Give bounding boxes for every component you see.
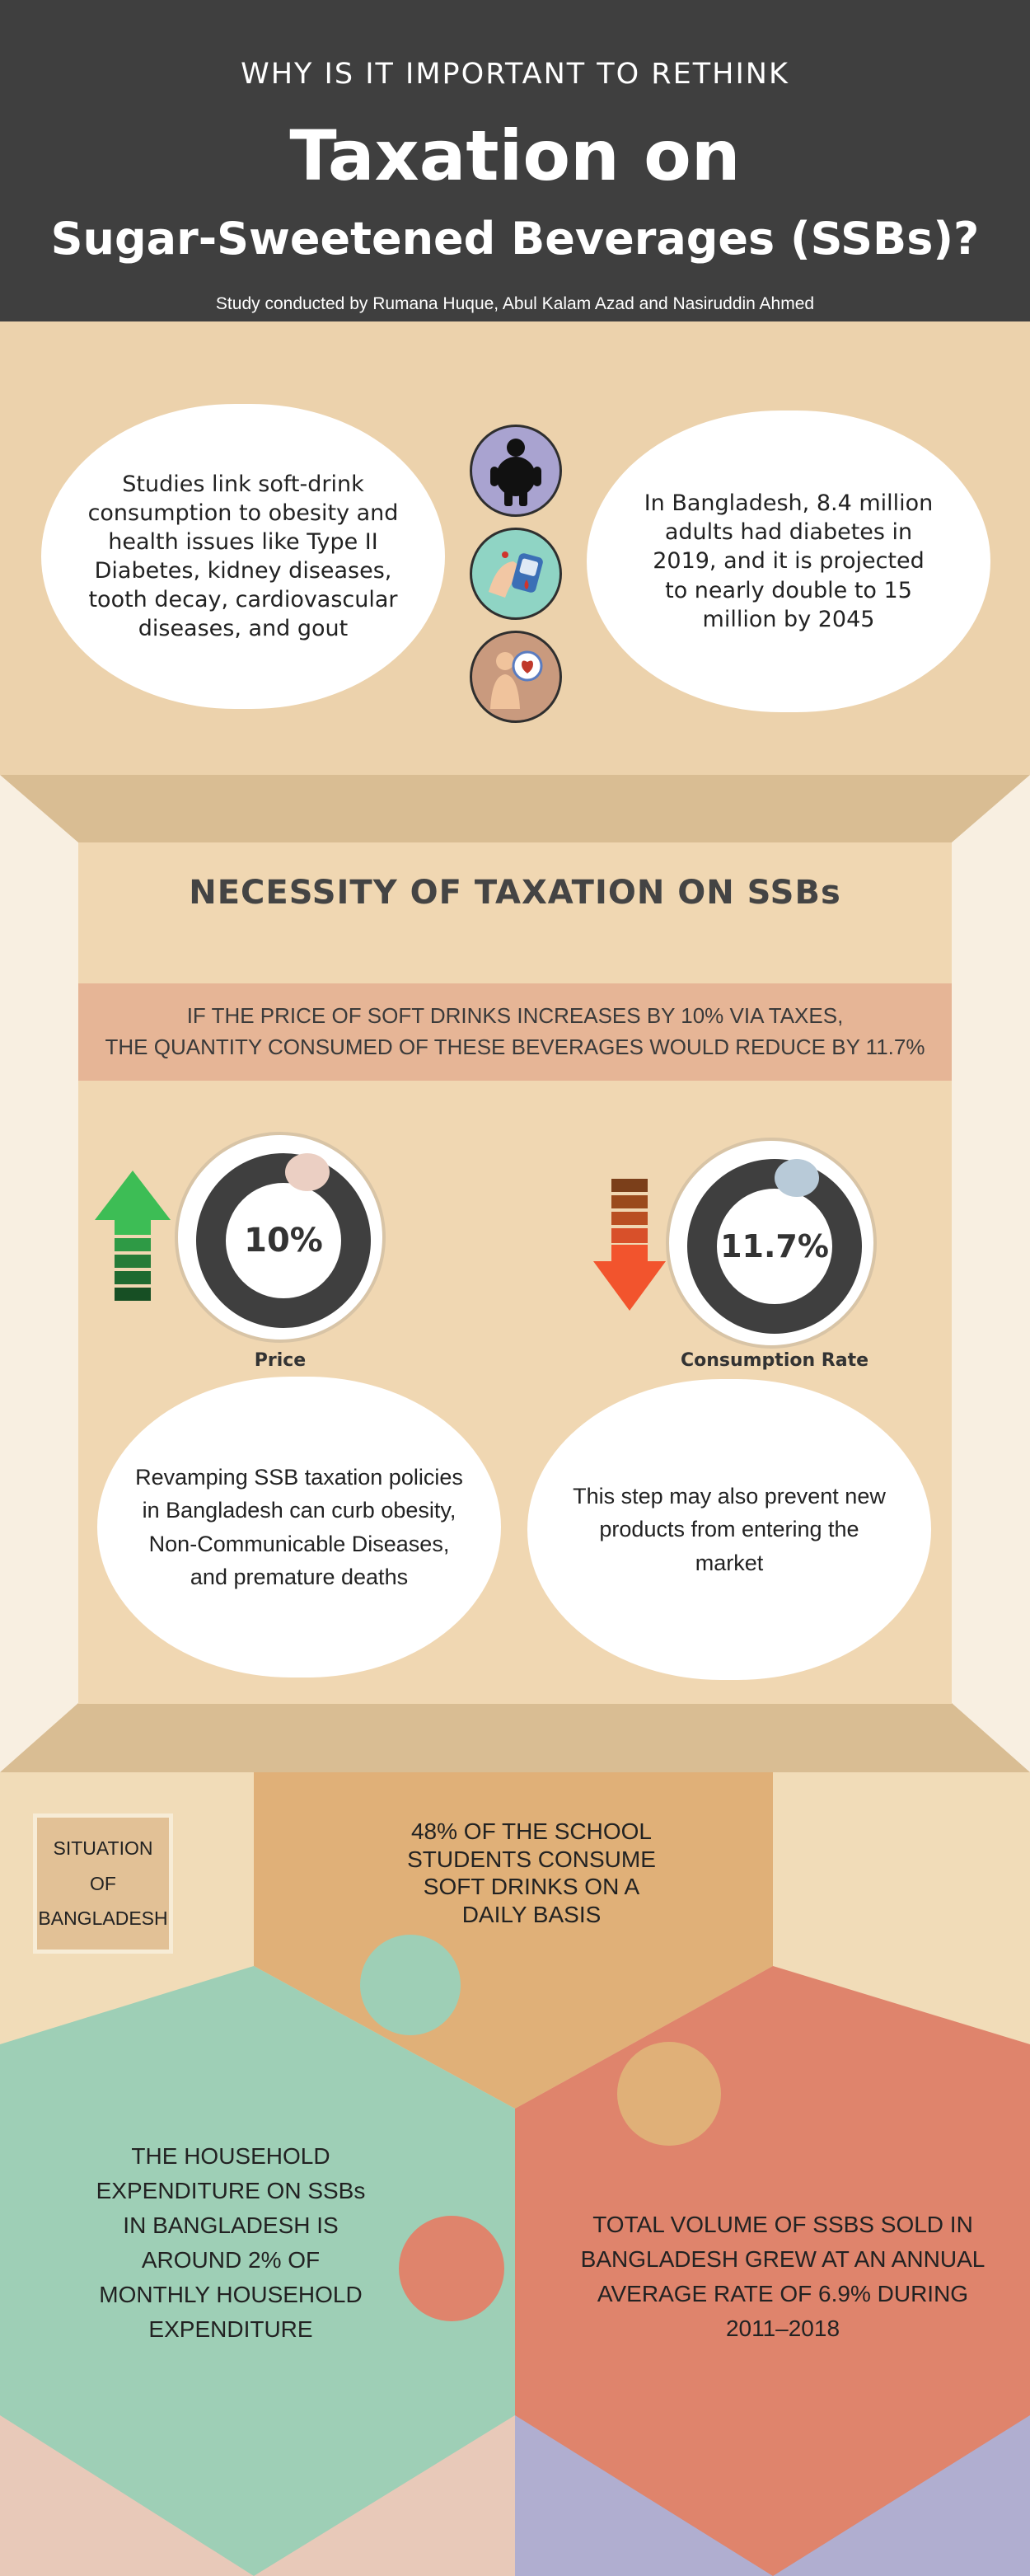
intro-left-card: Studies link soft-drink consumption to o…: [41, 404, 445, 709]
consumption-value: 11.7%: [687, 1159, 862, 1334]
diabetes-test-icon: [470, 528, 562, 620]
price-donut: 10%: [175, 1132, 386, 1343]
intro-left-text: Studies link soft-drink consumption to o…: [87, 471, 399, 642]
necessity-heading: NECESSITY OF TAXATION ON SSBs: [189, 874, 841, 912]
arrow-down-icon: [593, 1179, 666, 1311]
consumption-label: Consumption Rate: [680, 1350, 869, 1371]
arrow-up-icon: [95, 1171, 171, 1301]
policy-note-card: Revamping SSB taxation policies in Bangl…: [97, 1377, 501, 1677]
policy-note-text: Revamping SSB taxation policies in Bangl…: [135, 1464, 463, 1590]
puzzle-graphic: [0, 1772, 1030, 2576]
consumption-donut: 11.7%: [666, 1138, 877, 1349]
price-label: Price: [254, 1350, 307, 1371]
situation-label-line-2: OF: [90, 1872, 116, 1894]
intro-right-card: In Bangladesh, 8.4 million adults had di…: [587, 411, 990, 712]
obesity-icon: [470, 425, 562, 517]
intro-right-text: In Bangladesh, 8.4 million adults had di…: [644, 490, 934, 632]
header-subtitle: Sugar-Sweetened Beverages (SSBs)?: [50, 213, 980, 265]
situation-label-line-1: SITUATION: [53, 1837, 153, 1860]
household-expenditure-stat: THE HOUSEHOLD EXPENDITURE ON SSBs IN BAN…: [96, 2143, 366, 2342]
header-pretitle: WHY IS IT IMPORTANT TO RETHINK: [241, 58, 789, 91]
banner-line-2: THE QUANTITY CONSUMED OF THESE BEVERAGES…: [105, 1035, 925, 1059]
header-title: Taxation on: [289, 115, 741, 196]
price-marker: [285, 1153, 330, 1191]
banner-line-1: IF THE PRICE OF SOFT DRINKS INCREASES BY…: [186, 1003, 844, 1029]
consumption-marker: [775, 1159, 819, 1197]
market-note-text: This step may also prevent new products …: [573, 1483, 886, 1575]
school-students-stat: 48% OF THE SCHOOL STUDENTS CONSUME SOFT …: [407, 1818, 656, 1927]
header-banner: WHY IS IT IMPORTANT TO RETHINK Taxation …: [0, 0, 1030, 321]
situation-label-line-3: BANGLADESH: [38, 1907, 168, 1930]
price-elasticity-banner: IF THE PRICE OF SOFT DRINKS INCREASES BY…: [78, 983, 952, 1081]
situation-label-box: SITUATION OF BANGLADESH: [33, 1814, 173, 1954]
heart-disease-icon: [470, 631, 562, 723]
market-note-card: This step may also prevent new products …: [527, 1379, 931, 1680]
study-credit: Study conducted by Rumana Huque, Abul Ka…: [215, 294, 815, 313]
sales-volume-stat: TOTAL VOLUME OF SSBS SOLD IN BANGLADESH …: [580, 2212, 986, 2341]
price-value: 10%: [196, 1153, 371, 1328]
